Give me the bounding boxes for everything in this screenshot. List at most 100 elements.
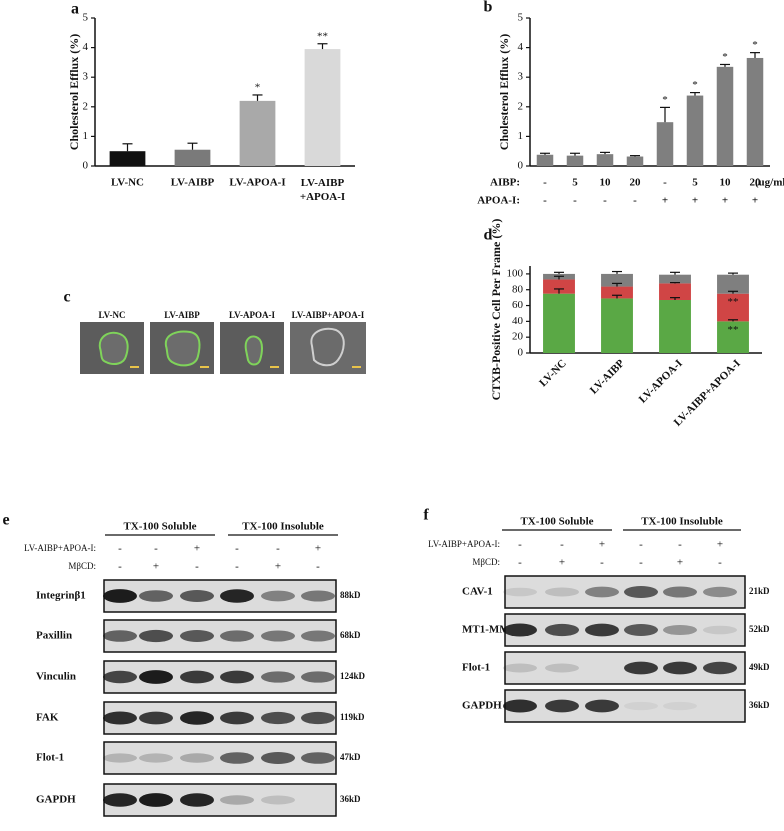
group-header: TX-100 Insoluble: [242, 521, 324, 533]
condition-value: -: [573, 195, 577, 207]
band: [220, 589, 254, 603]
y-tick-label: 20: [512, 331, 524, 343]
x-tick-label: LV-AIBP: [588, 357, 627, 396]
panel-label: d: [484, 227, 493, 244]
condition-value: -: [195, 561, 199, 573]
band: [103, 630, 137, 642]
condition-value: -: [316, 561, 320, 573]
error-bar: [317, 43, 328, 50]
condition-value: 20: [630, 177, 642, 189]
band: [139, 590, 173, 602]
condition-value: +: [662, 195, 668, 207]
band: [503, 663, 537, 673]
condition-value: +: [752, 195, 758, 207]
y-axis-label: Cholesterol Efflux (%): [67, 34, 81, 150]
condition-value: 5: [692, 177, 698, 189]
molecular-weight: 124kD: [340, 671, 366, 681]
scale-bar: [352, 366, 361, 368]
band: [503, 699, 537, 713]
band: [585, 586, 619, 598]
protein-name: GAPDH: [462, 700, 502, 712]
band: [545, 699, 579, 713]
error-bar: [750, 52, 760, 58]
bar: [686, 95, 704, 166]
protein-name: MT1-MMP: [462, 624, 517, 636]
significance: **: [317, 30, 328, 42]
error-bar: [612, 294, 622, 299]
bar: [109, 151, 146, 166]
condition-value: 5: [572, 177, 578, 189]
band: [261, 630, 295, 642]
condition-label: MβCD:: [68, 561, 96, 571]
bar: [304, 49, 341, 166]
significance: **: [728, 296, 739, 308]
condition-value: +: [599, 539, 605, 551]
band: [180, 590, 214, 602]
condition-value: 10: [720, 177, 732, 189]
band: [503, 587, 537, 597]
condition-value: -: [118, 543, 122, 555]
condition-label: LV-AIBP+APOA-I:: [24, 543, 96, 553]
y-tick-label: 1: [83, 130, 89, 142]
band: [301, 590, 335, 602]
y-axis-label: Cholesterol Efflux (%): [497, 34, 511, 150]
protein-name: FAK: [36, 712, 59, 724]
protein-name: Paxillin: [36, 630, 72, 642]
band: [180, 793, 214, 807]
band: [624, 586, 658, 598]
panel-label: c: [63, 289, 70, 306]
cell-outline: [164, 330, 201, 367]
panel-label: b: [484, 0, 493, 16]
condition-value: -: [603, 195, 607, 207]
band: [103, 753, 137, 763]
error-bar: [554, 275, 564, 280]
band: [663, 586, 697, 598]
condition-value: 20: [750, 177, 762, 189]
protein-name: Flot-1: [36, 752, 64, 764]
bar-segment: [601, 298, 633, 353]
significance: *: [752, 39, 758, 51]
condition-value: -: [235, 543, 239, 555]
protein-name: CAV-1: [462, 586, 493, 598]
band: [663, 624, 697, 636]
condition-label: LV-AIBP+APOA-I:: [428, 539, 500, 549]
band: [103, 589, 137, 603]
y-tick-label: 5: [518, 12, 524, 24]
y-tick-label: 100: [507, 267, 524, 279]
error-bar: [570, 152, 580, 156]
error-bar: [660, 106, 670, 123]
error-bar: [670, 271, 680, 275]
band: [139, 670, 173, 684]
condition-value: -: [560, 539, 564, 551]
y-tick-label: 60: [512, 299, 524, 311]
condition-value: -: [154, 543, 158, 555]
band: [301, 671, 335, 683]
bar-segment: [659, 283, 691, 301]
y-tick-label: 3: [83, 71, 89, 83]
condition-label: APOA-I:: [477, 195, 520, 207]
band: [624, 701, 658, 711]
band: [301, 630, 335, 642]
error-bar: [612, 282, 622, 287]
band: [624, 624, 658, 636]
error-bar: [690, 91, 700, 96]
image-label: LV-AIBP+APOA-I: [292, 310, 365, 320]
protein-name: Integrinβ1: [36, 590, 86, 602]
molecular-weight: 88kD: [340, 590, 361, 600]
unit-label: (ug/ml): [755, 177, 784, 189]
y-tick-label: 3: [518, 71, 524, 83]
bar: [596, 154, 614, 166]
band: [624, 661, 658, 675]
band: [703, 586, 737, 598]
blot-strip: [504, 613, 746, 647]
y-tick-label: 2: [518, 100, 524, 112]
condition-value: -: [678, 539, 682, 551]
y-tick-label: 5: [83, 12, 89, 24]
error-bar: [540, 152, 550, 155]
error-bar: [670, 282, 680, 284]
band: [301, 711, 335, 725]
condition-value: -: [276, 543, 280, 555]
band: [180, 630, 214, 642]
y-tick-label: 4: [518, 41, 524, 53]
